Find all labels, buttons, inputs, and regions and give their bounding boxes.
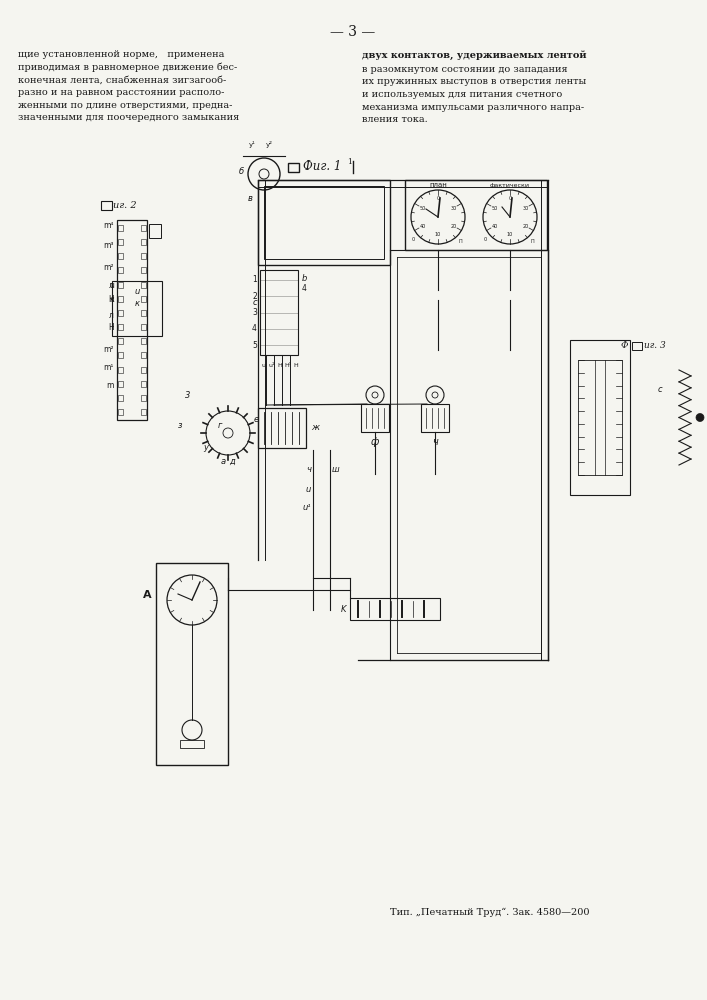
Text: 3: 3: [185, 390, 191, 399]
Text: к: к: [110, 296, 114, 304]
Text: в: в: [247, 194, 252, 203]
Text: 20: 20: [450, 224, 457, 229]
Text: H: H: [108, 324, 114, 332]
Text: 0: 0: [436, 196, 440, 202]
Text: 30: 30: [450, 206, 457, 211]
Text: u¹: u¹: [269, 363, 275, 368]
Text: A: A: [144, 590, 152, 600]
Text: Фиг. 1: Фиг. 1: [303, 160, 341, 174]
Text: y¹: y¹: [249, 141, 256, 148]
Text: y²: y²: [266, 141, 273, 148]
Text: 1: 1: [252, 275, 257, 284]
Text: ж: ж: [311, 424, 319, 432]
Text: план: план: [429, 182, 447, 188]
Text: c: c: [252, 298, 257, 307]
Text: u: u: [305, 486, 311, 494]
Text: H: H: [108, 294, 114, 304]
Text: л: л: [109, 310, 114, 320]
Text: u: u: [134, 286, 139, 296]
Text: Тип. „Печатный Труд“. Зак. 4580—200: Тип. „Печатный Труд“. Зак. 4580—200: [390, 907, 590, 917]
Text: 10: 10: [435, 232, 441, 237]
Text: г: г: [218, 420, 222, 430]
Text: 10: 10: [507, 232, 513, 237]
Text: 1: 1: [347, 158, 352, 166]
Text: з: з: [177, 420, 182, 430]
Text: m²: m²: [103, 346, 114, 355]
Text: m³: m³: [103, 240, 114, 249]
Text: H: H: [278, 363, 282, 368]
Text: а: а: [221, 456, 226, 466]
Text: 4: 4: [302, 284, 307, 293]
Text: щие установленной норме,   применена
приводимая в равномерное движение бес-
коне: щие установленной норме, применена приво…: [18, 50, 239, 122]
Text: — 3 —: — 3 —: [330, 25, 375, 39]
Text: m: m: [107, 380, 114, 389]
Text: л: л: [109, 282, 114, 290]
Text: u: u: [109, 280, 114, 290]
Text: 0: 0: [508, 196, 512, 202]
Text: 50: 50: [491, 206, 498, 211]
Text: ч: ч: [432, 437, 438, 447]
Text: иг. 2: иг. 2: [113, 200, 136, 210]
Text: у: у: [204, 442, 209, 452]
Text: b: b: [302, 274, 308, 283]
Text: П: П: [459, 239, 463, 244]
Text: 5: 5: [252, 340, 257, 350]
Text: 3: 3: [252, 308, 257, 317]
Text: H: H: [293, 363, 298, 368]
Text: фактически: фактически: [490, 183, 530, 188]
Text: б: б: [239, 167, 244, 176]
Text: m¹: m¹: [104, 363, 114, 372]
Text: m⁴: m⁴: [104, 221, 114, 230]
Text: u: u: [262, 363, 266, 368]
Text: П: П: [531, 239, 534, 244]
Text: двух контактов, удерживаемых лентой: двух контактов, удерживаемых лентой: [362, 50, 587, 60]
Text: 50: 50: [419, 206, 426, 211]
Text: Ф: Ф: [621, 342, 628, 351]
Text: m²: m²: [103, 263, 114, 272]
Text: K: K: [341, 604, 346, 613]
Text: ш: ш: [332, 466, 339, 475]
Text: 2: 2: [252, 292, 257, 301]
Text: 0: 0: [484, 237, 487, 242]
Text: в разомкнутом состоянии до западания
их пружинных выступов в отверстия ленты
и и: в разомкнутом состоянии до западания их …: [362, 65, 586, 124]
Text: 40: 40: [491, 224, 498, 229]
Text: 0: 0: [412, 237, 415, 242]
Text: к: к: [134, 298, 139, 308]
Text: u¹: u¹: [303, 504, 311, 512]
Text: ч: ч: [306, 466, 311, 475]
Text: с: с: [658, 385, 662, 394]
Text: e: e: [253, 414, 259, 424]
Text: 40: 40: [419, 224, 426, 229]
Text: 4: 4: [252, 324, 257, 333]
Text: 30: 30: [522, 206, 529, 211]
Text: H¹: H¹: [284, 363, 291, 368]
Text: 20: 20: [522, 224, 529, 229]
Text: ф: ф: [370, 437, 379, 447]
Circle shape: [696, 414, 704, 422]
Text: иг. 3: иг. 3: [644, 342, 666, 351]
Text: д: д: [229, 456, 235, 466]
